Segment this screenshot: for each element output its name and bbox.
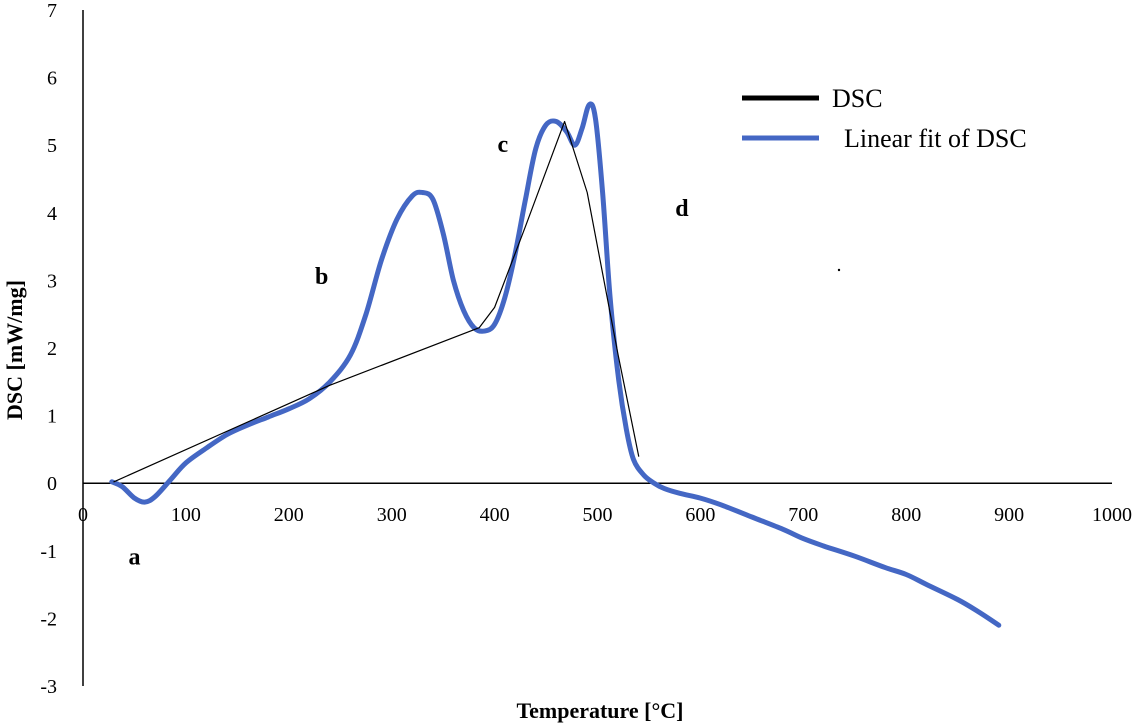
axes — [82, 10, 1112, 686]
x-tick-label: 100 — [171, 504, 201, 526]
x-tick-label: 400 — [480, 504, 510, 526]
x-tick-label: 300 — [377, 504, 407, 526]
x-tick-label: 500 — [583, 504, 613, 526]
y-tick-label: 1 — [47, 406, 57, 428]
legend-label-dsc: DSC — [832, 84, 883, 113]
y-tick-label: 6 — [47, 68, 57, 90]
annotation-label-b: b — [315, 264, 328, 290]
x-tick-label: 1000 — [1092, 504, 1132, 526]
y-tick-label: 4 — [47, 203, 57, 225]
series-line-linear-fit — [109, 101, 1002, 628]
annotation-label-c: c — [498, 132, 509, 158]
series-line-dsc — [113, 120, 640, 483]
annotations: a b c d — [128, 132, 841, 570]
y-tick-label: -2 — [40, 608, 57, 630]
y-tick-label: 5 — [47, 135, 57, 157]
legend-label-linear-fit: Linear fit of DSC — [844, 124, 1027, 153]
annotation-label-d: d — [675, 196, 689, 222]
x-tick-label: 900 — [994, 504, 1024, 526]
tick-labels: 0 100 200 300 400 500 600 700 800 900 1000 7 6 5 4 3 2 1 0… — [40, 0, 1132, 698]
x-tick-label: 600 — [685, 504, 715, 526]
y-tick-label: 2 — [47, 338, 57, 360]
x-tick-label: 200 — [274, 504, 304, 526]
annotation-label-a: a — [128, 544, 140, 570]
y-tick-label: -3 — [40, 676, 57, 698]
x-axis-title: Temperature [°C] — [516, 698, 683, 723]
stray-dot — [837, 268, 841, 272]
x-tick-label: 0 — [78, 504, 88, 526]
x-tick-label: 700 — [788, 504, 818, 526]
legend: DSC Linear fit of DSC — [742, 84, 1027, 153]
series-lines — [109, 101, 1002, 628]
y-tick-label: 7 — [47, 0, 57, 22]
y-tick-label: -1 — [40, 541, 57, 563]
y-tick-label: 0 — [47, 473, 57, 495]
y-tick-label: 3 — [47, 270, 57, 292]
y-axis-title: DSC [mW/mg] — [2, 280, 27, 420]
x-tick-label: 800 — [891, 504, 921, 526]
